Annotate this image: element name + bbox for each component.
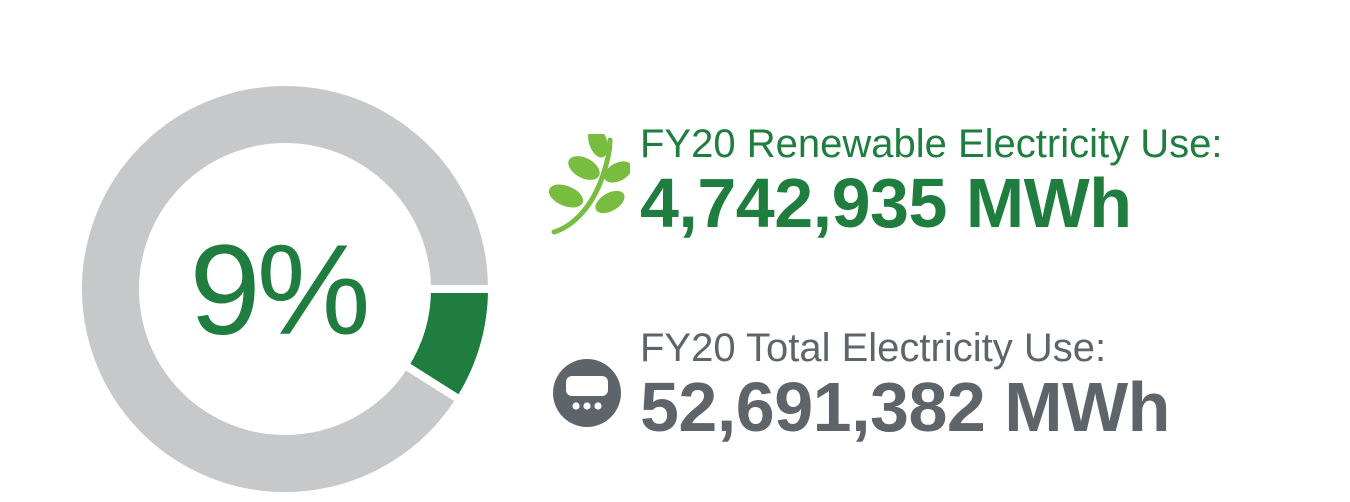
non-renewable-slice — [78, 82, 492, 496]
donut-slices — [78, 82, 492, 496]
total-electricity-label: FY20 Total Electricity Use: — [640, 326, 1107, 370]
renewable-electricity-label: FY20 Renewable Electricity Use: — [640, 122, 1223, 166]
renewable-electricity-value: 4,742,935 MWh — [640, 164, 1132, 242]
renewable-electricity-stat: FY20 Renewable Electricity Use: 4,742,93… — [640, 122, 1222, 240]
total-electricity-value: 52,691,382 MWh — [640, 368, 1170, 446]
leaf-sprout-icon — [548, 134, 630, 235]
electric-meter-icon — [553, 359, 621, 427]
renewable-share-donut-chart: 9% — [78, 82, 492, 496]
center-percentage-label: 9% — [190, 219, 367, 362]
total-electricity-stat: FY20 Total Electricity Use: 52,691,382 M… — [640, 326, 1170, 444]
